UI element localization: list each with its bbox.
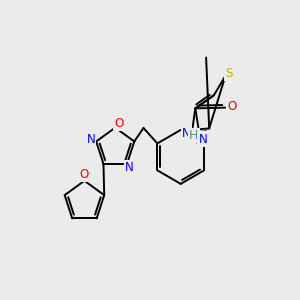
Text: S: S: [226, 67, 233, 80]
Text: O: O: [115, 117, 124, 130]
Text: O: O: [227, 100, 236, 112]
Text: H: H: [189, 129, 199, 142]
Text: N: N: [86, 133, 95, 146]
Text: N: N: [199, 133, 207, 146]
Text: N: N: [125, 161, 134, 174]
Text: N: N: [182, 127, 190, 140]
Text: O: O: [80, 168, 89, 181]
